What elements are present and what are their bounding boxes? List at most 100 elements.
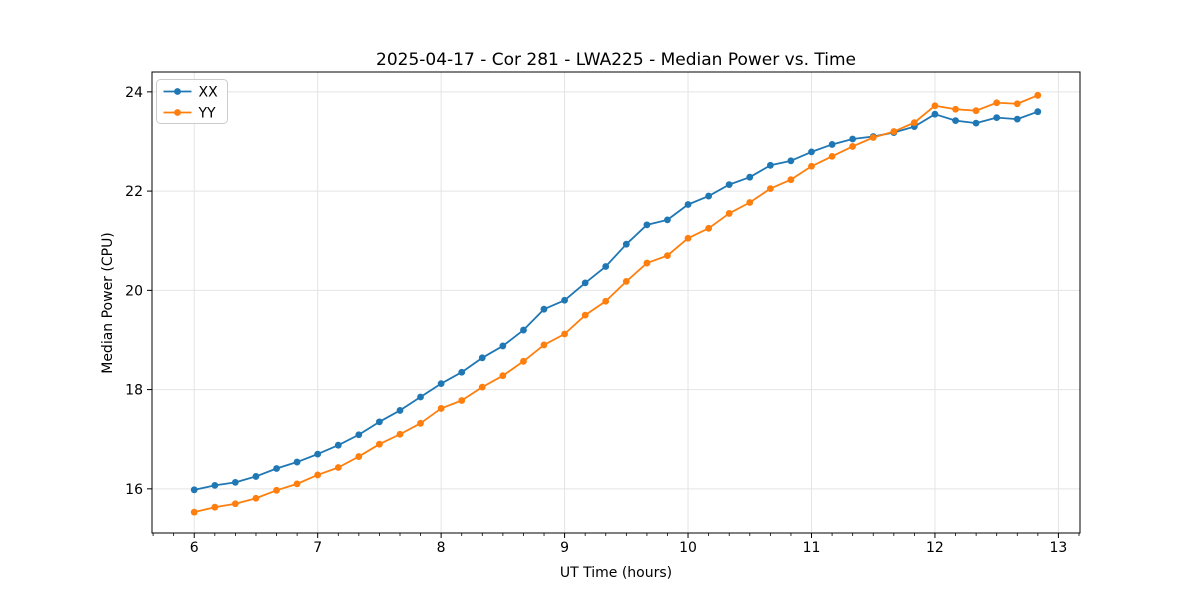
data-point-XX <box>972 119 980 127</box>
y-tick-label: 18 <box>125 383 143 399</box>
data-point-YY <box>869 134 877 141</box>
y-tick-label: 20 <box>125 283 143 299</box>
data-point-YY <box>684 234 692 242</box>
data-point-YY <box>766 185 774 193</box>
data-point-YY <box>705 224 713 232</box>
data-point-YY <box>211 503 219 511</box>
data-point-XX <box>787 157 795 165</box>
data-point-YY <box>520 357 527 365</box>
y-tick-label: 24 <box>125 85 143 101</box>
data-point-YY <box>1013 100 1021 108</box>
data-point-YY <box>437 405 445 412</box>
data-point-XX <box>828 141 836 148</box>
data-point-XX <box>602 263 610 270</box>
data-point-YY <box>725 210 733 217</box>
data-point-YY <box>561 330 568 338</box>
data-point-XX <box>437 380 445 388</box>
data-point-XX <box>334 441 342 449</box>
legend-marker-YY <box>174 109 181 116</box>
data-point-YY <box>376 440 383 448</box>
data-point-XX <box>931 110 939 118</box>
data-point-XX <box>293 458 301 466</box>
data-point-XX <box>581 279 589 287</box>
data-point-XX <box>725 181 733 189</box>
data-point-XX <box>1013 115 1021 123</box>
data-point-YY <box>478 383 486 391</box>
legend-label-YY: YY <box>198 106 217 122</box>
data-point-YY <box>746 199 754 206</box>
legend-label-XX: XX <box>199 85 219 101</box>
y-tick-label: 22 <box>125 184 143 200</box>
tick-label-layer: 6 7 8 9 10 11 12 13 16 18 20 22 24 <box>125 85 1067 556</box>
data-point-YY <box>540 341 548 349</box>
x-tick-label: 7 <box>313 540 322 556</box>
data-point-YY <box>458 397 466 404</box>
data-point-XX <box>540 305 548 313</box>
data-point-XX <box>622 240 630 248</box>
data-point-XX <box>211 481 219 489</box>
data-point-YY <box>787 176 795 184</box>
data-point-XX <box>808 148 815 156</box>
x-tick-label: 12 <box>926 540 944 556</box>
data-point-YY <box>828 152 836 160</box>
data-point-YY <box>993 99 1001 107</box>
data-point-XX <box>499 342 507 350</box>
data-point-XX <box>458 368 466 376</box>
data-point-XX <box>252 473 260 480</box>
data-point-XX <box>355 431 363 439</box>
data-point-YY <box>952 105 959 113</box>
data-point-YY <box>602 297 610 305</box>
series-YY <box>190 91 1042 516</box>
y-axis-label: Median Power (CPU) <box>100 232 116 374</box>
data-point-YY <box>849 143 856 150</box>
x-tick-label: 8 <box>437 540 446 556</box>
data-point-YY <box>355 453 363 460</box>
data-point-YY <box>252 494 260 502</box>
data-point-XX <box>766 161 774 169</box>
data-point-XX <box>417 393 424 401</box>
data-point-XX <box>190 486 198 494</box>
data-point-YY <box>972 107 980 115</box>
data-point-YY <box>273 486 280 494</box>
x-tick-label: 10 <box>679 540 697 556</box>
data-point-YY <box>890 128 898 135</box>
x-tick-label: 9 <box>560 540 569 556</box>
data-point-YY <box>808 162 815 170</box>
data-point-XX <box>849 135 856 143</box>
data-point-XX <box>520 326 527 334</box>
data-point-YY <box>622 278 630 285</box>
x-axis-label: UT Time (hours) <box>560 565 672 581</box>
data-point-XX <box>478 354 486 362</box>
legend-marker-XX <box>174 88 181 95</box>
x-tick-label: 13 <box>1049 540 1067 556</box>
data-point-XX <box>231 478 239 486</box>
data-point-XX <box>314 450 322 458</box>
data-point-YY <box>499 372 507 380</box>
data-point-XX <box>705 192 713 200</box>
series-XX <box>190 108 1042 494</box>
data-point-XX <box>396 407 404 414</box>
x-tick-label: 11 <box>803 540 821 556</box>
x-tick-label: 6 <box>190 540 199 556</box>
data-point-XX <box>664 216 671 224</box>
series-line-XX <box>193 110 1039 491</box>
data-point-YY <box>664 252 671 260</box>
data-point-XX <box>1034 108 1042 116</box>
data-point-XX <box>561 296 568 304</box>
data-point-XX <box>684 201 692 208</box>
data-point-YY <box>314 471 322 479</box>
data-point-YY <box>643 259 651 267</box>
data-point-YY <box>417 419 424 427</box>
data-point-XX <box>376 418 383 426</box>
series-line-YY <box>193 94 1039 514</box>
chart-title: 2025-04-17 - Cor 281 - LWA225 - Median P… <box>376 50 856 70</box>
data-point-YY <box>396 430 404 438</box>
data-point-XX <box>643 221 651 229</box>
data-point-YY <box>334 464 342 471</box>
data-point-YY <box>231 500 239 508</box>
data-point-YY <box>931 102 939 110</box>
legend: XX YY <box>156 79 228 124</box>
data-point-XX <box>746 173 754 181</box>
